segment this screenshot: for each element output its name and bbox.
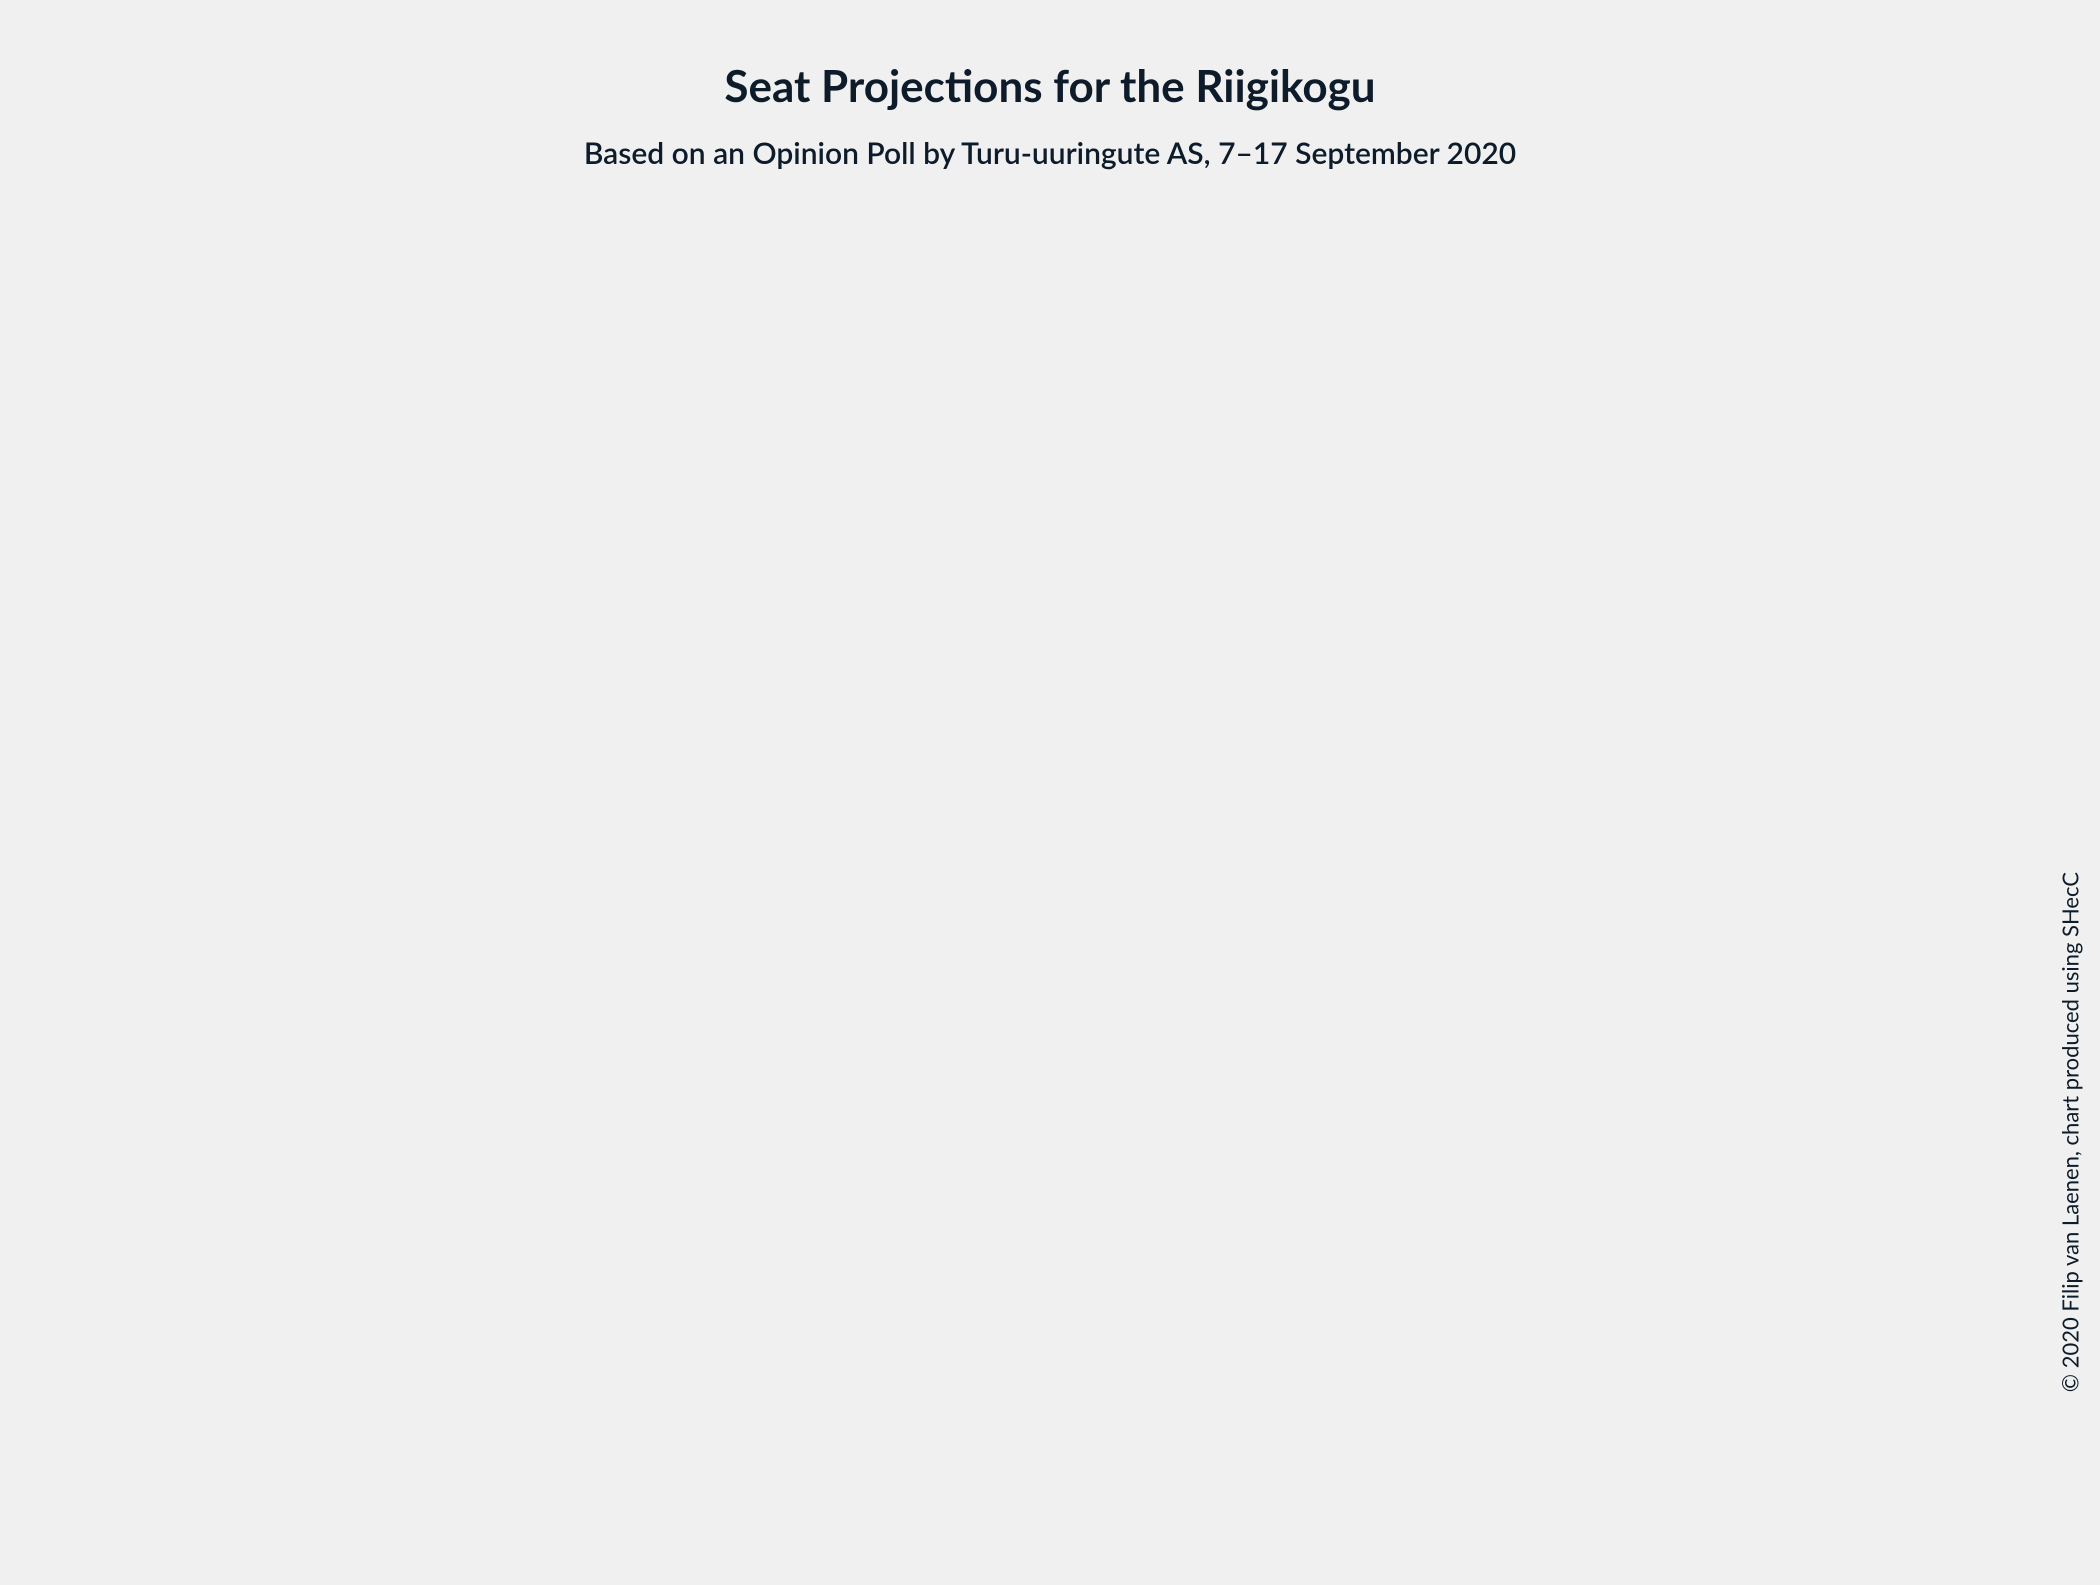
- chart-title: Seat Projections for the Riigikogu: [0, 60, 2100, 112]
- page-root: Seat Projections for the Riigikogu Based…: [0, 0, 2100, 1585]
- chart-subtitle: Based on an Opinion Poll by Turu-uuringu…: [0, 135, 2100, 171]
- credit-text: © 2020 Filip van Laenen, chart produced …: [2057, 872, 2084, 1392]
